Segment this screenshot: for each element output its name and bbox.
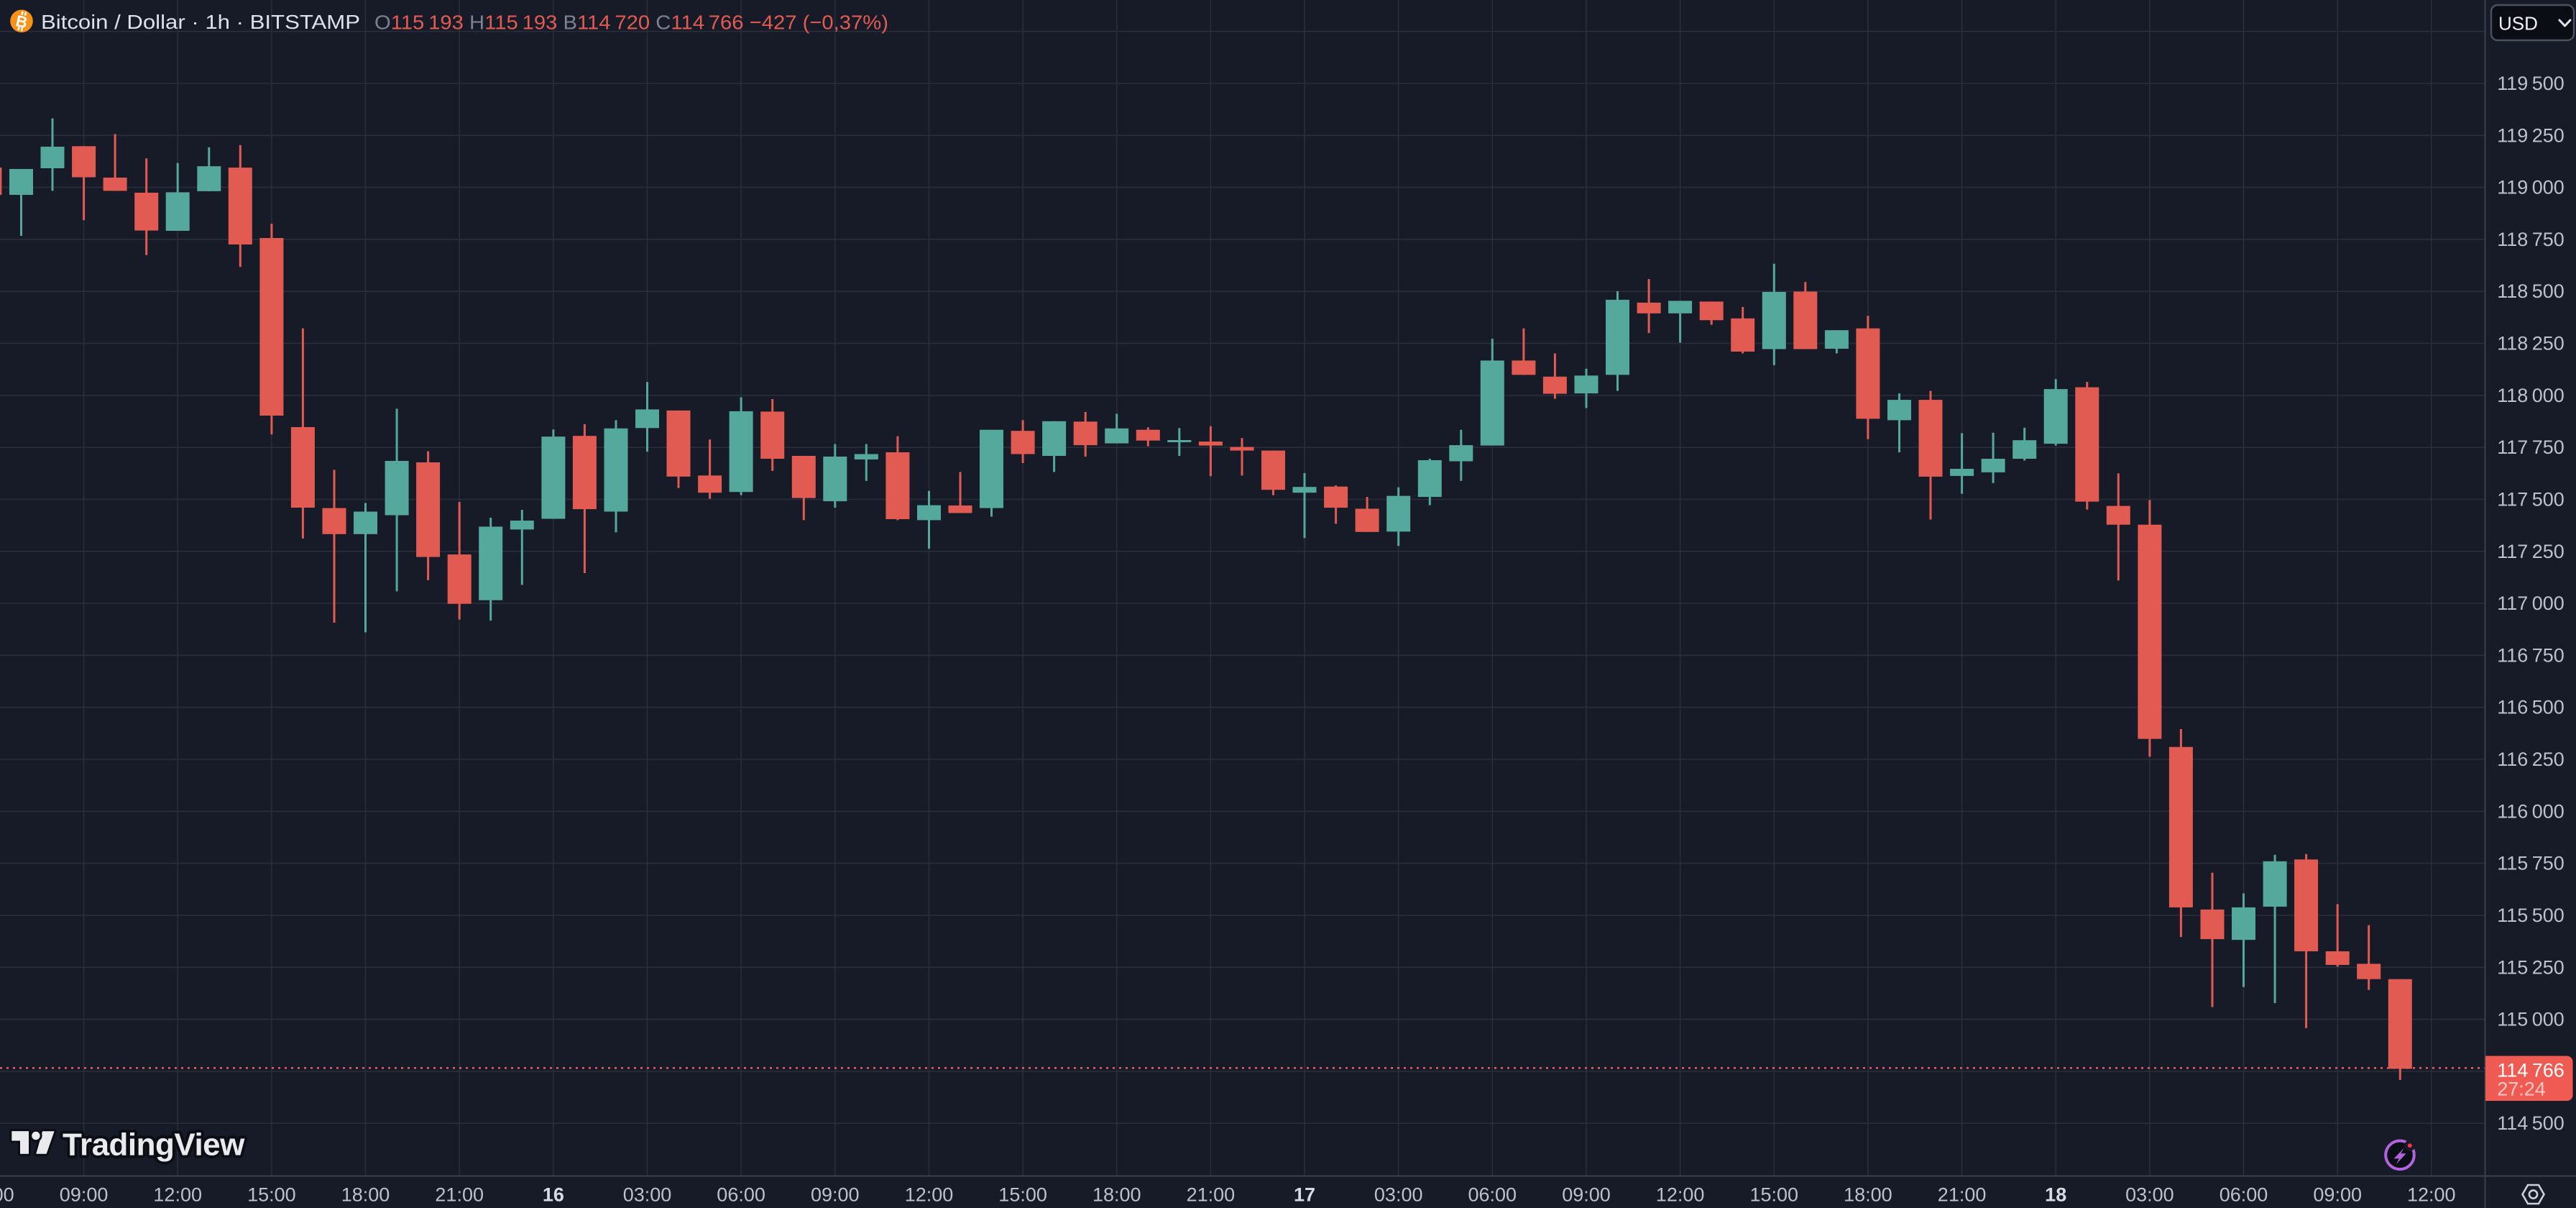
svg-text:12:00: 12:00 <box>1656 1184 1705 1206</box>
svg-text:116 250: 116 250 <box>2497 749 2564 770</box>
svg-text:21:00: 21:00 <box>1187 1184 1236 1206</box>
svg-text:TradingView: TradingView <box>63 1127 245 1163</box>
svg-text:18: 18 <box>2045 1184 2066 1206</box>
svg-text:114 500: 114 500 <box>2497 1112 2564 1134</box>
svg-text:118 750: 118 750 <box>2497 229 2564 250</box>
svg-text:18:00: 18:00 <box>1844 1184 1892 1206</box>
svg-text:06:00: 06:00 <box>1468 1184 1517 1206</box>
svg-text:03:00: 03:00 <box>2125 1184 2174 1206</box>
svg-text:03:00: 03:00 <box>1374 1184 1423 1206</box>
svg-text:12:00: 12:00 <box>905 1184 954 1206</box>
svg-text:117 250: 117 250 <box>2497 541 2564 562</box>
svg-text:115 750: 115 750 <box>2497 853 2564 874</box>
svg-text:27:24: 27:24 <box>2497 1079 2546 1100</box>
svg-text:06:00: 06:00 <box>717 1184 765 1206</box>
svg-text:03:00: 03:00 <box>623 1184 672 1206</box>
svg-text:115 250: 115 250 <box>2497 956 2564 978</box>
svg-text:118 500: 118 500 <box>2497 280 2564 302</box>
svg-text:114 766: 114 766 <box>2497 1060 2564 1081</box>
svg-text:18:00: 18:00 <box>341 1184 390 1206</box>
svg-text:15:00: 15:00 <box>1750 1184 1799 1206</box>
svg-text:09:00: 09:00 <box>811 1184 860 1206</box>
svg-text:B: B <box>14 12 29 32</box>
svg-text:16: 16 <box>543 1184 564 1206</box>
svg-text:118 250: 118 250 <box>2497 333 2564 354</box>
svg-text:117 750: 117 750 <box>2497 436 2564 458</box>
svg-text:09:00: 09:00 <box>2313 1184 2362 1206</box>
svg-text:06:00: 06:00 <box>0 1184 14 1206</box>
svg-text:15:00: 15:00 <box>247 1184 296 1206</box>
svg-text:117 000: 117 000 <box>2497 592 2564 614</box>
svg-text:06:00: 06:00 <box>2220 1184 2268 1206</box>
svg-text:116 750: 116 750 <box>2497 644 2564 666</box>
svg-text:12:00: 12:00 <box>2407 1184 2456 1206</box>
svg-text:116 500: 116 500 <box>2497 697 2564 718</box>
svg-text:119 000: 119 000 <box>2497 177 2564 198</box>
svg-text:15:00: 15:00 <box>998 1184 1047 1206</box>
svg-text:119 250: 119 250 <box>2497 124 2564 146</box>
svg-text:116 000: 116 000 <box>2497 800 2564 822</box>
svg-text:09:00: 09:00 <box>60 1184 109 1206</box>
svg-text:12:00: 12:00 <box>153 1184 202 1206</box>
svg-text:115 000: 115 000 <box>2497 1009 2564 1030</box>
svg-text:Bitcoin / Dollar · 1h · BITSTA: Bitcoin / Dollar · 1h · BITSTAMP <box>41 11 360 33</box>
svg-text:O115 193 H115 193 B114 720 C11: O115 193 H115 193 B114 720 C114 766 −427… <box>374 11 888 33</box>
svg-text:18:00: 18:00 <box>1092 1184 1141 1206</box>
svg-text:118 000: 118 000 <box>2497 385 2564 406</box>
svg-text:USD: USD <box>2498 13 2538 35</box>
svg-text:17: 17 <box>1294 1184 1315 1206</box>
svg-text:09:00: 09:00 <box>1562 1184 1611 1206</box>
svg-text:119 500: 119 500 <box>2497 73 2564 94</box>
svg-text:117 500: 117 500 <box>2497 489 2564 511</box>
svg-text:21:00: 21:00 <box>1938 1184 1987 1206</box>
svg-text:21:00: 21:00 <box>435 1184 484 1206</box>
svg-text:115 500: 115 500 <box>2497 905 2564 926</box>
